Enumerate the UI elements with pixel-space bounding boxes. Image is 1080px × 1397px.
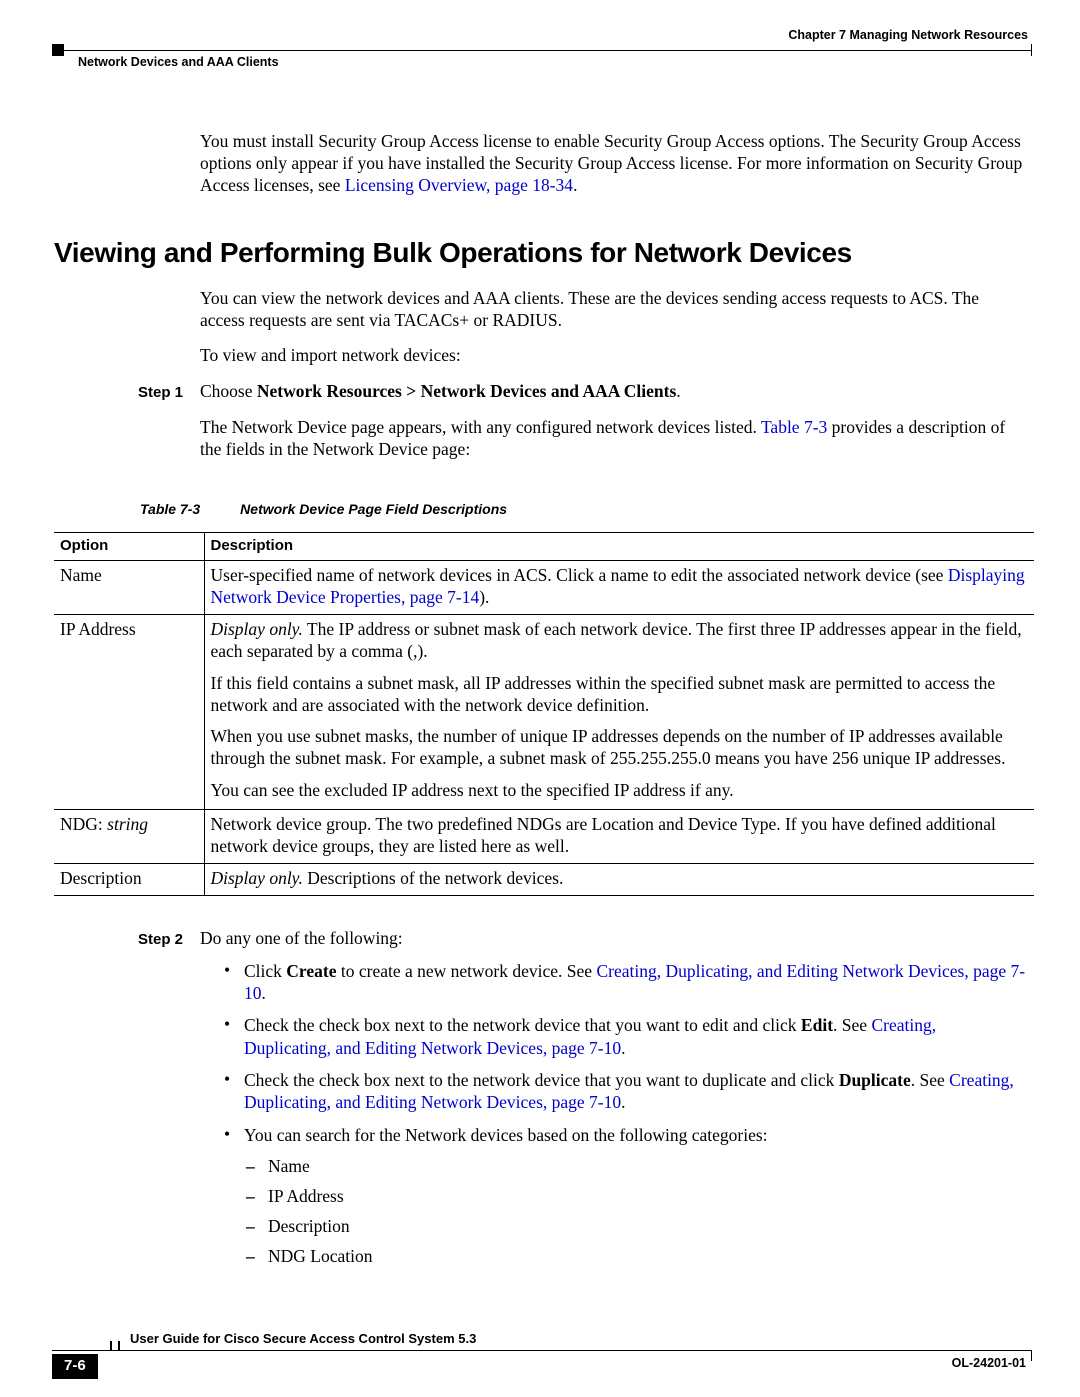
dash-icon: –: [246, 1156, 268, 1178]
bullet-icon: •: [224, 960, 244, 1005]
step2-label: Step 2: [138, 931, 200, 950]
b3a: Check the check box next to the network …: [244, 1070, 839, 1090]
b3b: Duplicate: [839, 1070, 911, 1090]
footer-tick: [118, 1341, 120, 1351]
b2b: Edit: [801, 1015, 833, 1035]
table-row: IP Address Display only. The IP address …: [54, 614, 1034, 809]
footer-title: User Guide for Cisco Secure Access Contr…: [130, 1331, 476, 1347]
table-row: Description Display only. Descriptions o…: [54, 863, 1034, 895]
opt-description: Description: [54, 863, 204, 895]
list-item: • You can search for the Network devices…: [224, 1124, 1026, 1146]
table-caption-title: Network Device Page Field Descriptions: [240, 501, 507, 517]
bullet-icon: •: [224, 1014, 244, 1059]
page-title: Viewing and Performing Bulk Operations f…: [54, 235, 1032, 270]
row2-p3: When you use subnet masks, the number of…: [211, 726, 1029, 770]
bullet-icon: •: [224, 1069, 244, 1114]
row3-optb: string: [107, 814, 148, 834]
page-number: 7-6: [52, 1354, 98, 1379]
bullet-icon: •: [224, 1124, 244, 1146]
row2-em: Display only.: [211, 619, 303, 639]
s4: NDG Location: [268, 1246, 373, 1268]
step1-line2: The Network Device page appears, with an…: [200, 417, 1026, 461]
field-table: Option Description Name User-specified n…: [54, 532, 1034, 895]
step2-line1: Do any one of the following:: [200, 928, 1026, 950]
body-p2: To view and import network devices:: [200, 345, 1026, 367]
table-row: NDG: string Network device group. The tw…: [54, 810, 1034, 864]
sublist-item: –IP Address: [246, 1186, 1026, 1208]
header-tick: [1031, 44, 1033, 56]
b3d: .: [621, 1092, 625, 1112]
header-rule: [52, 50, 1032, 51]
b3c: . See: [911, 1070, 949, 1090]
b2c: . See: [833, 1015, 871, 1035]
b2d: .: [621, 1038, 625, 1058]
b4: You can search for the Network devices b…: [244, 1124, 1026, 1146]
desc-name: User-specified name of network devices i…: [204, 561, 1034, 615]
step1-l1b: Network Resources > Network Devices and …: [257, 381, 676, 401]
doc-id: OL-24201-01: [952, 1356, 1026, 1372]
table-row: Name User-specified name of network devi…: [54, 561, 1034, 615]
step1-line1: Choose Network Resources > Network Devic…: [200, 381, 1026, 403]
s1: Name: [268, 1156, 310, 1178]
licensing-link[interactable]: Licensing Overview, page 18-34: [345, 175, 573, 195]
footer-tick: [110, 1341, 112, 1351]
row1-d2: ).: [479, 587, 489, 607]
b1a: Click: [244, 961, 286, 981]
opt-ndg: NDG: string: [54, 810, 204, 864]
th-description: Description: [204, 533, 1034, 561]
desc-ip: Display only. The IP address or subnet m…: [204, 614, 1034, 809]
body-p1: You can view the network devices and AAA…: [200, 288, 1026, 332]
row4-desc: Descriptions of the network devices.: [303, 868, 563, 888]
sublist-item: –NDG Location: [246, 1246, 1026, 1268]
section-label: Network Devices and AAA Clients: [78, 55, 279, 71]
header-block: [52, 44, 64, 56]
row1-d1: User-specified name of network devices i…: [211, 565, 948, 585]
opt-ip: IP Address: [54, 614, 204, 809]
table73-link[interactable]: Table 7-3: [761, 417, 827, 437]
b1b: Create: [286, 961, 336, 981]
intro-text-a: You must install Security Group Access l…: [200, 131, 1022, 195]
desc-description: Display only. Descriptions of the networ…: [204, 863, 1034, 895]
table-caption-label: Table 7-3: [140, 501, 200, 517]
row2-p1: The IP address or subnet mask of each ne…: [211, 619, 1022, 661]
s3: Description: [268, 1216, 350, 1238]
s2: IP Address: [268, 1186, 344, 1208]
row3-opta: NDG:: [60, 814, 107, 834]
footer-tick: [1031, 1351, 1033, 1361]
step1-l1c: .: [676, 381, 680, 401]
row2-p2: If this field contains a subnet mask, al…: [211, 673, 1029, 717]
sublist-item: –Description: [246, 1216, 1026, 1238]
row4-em: Display only.: [211, 868, 303, 888]
list-item: • Check the check box next to the networ…: [224, 1069, 1026, 1114]
dash-icon: –: [246, 1216, 268, 1238]
table-caption: Table 7-3 Network Device Page Field Descr…: [140, 501, 1032, 519]
dash-icon: –: [246, 1186, 268, 1208]
opt-name: Name: [54, 561, 204, 615]
step1-l2a: The Network Device page appears, with an…: [200, 417, 761, 437]
b1d: .: [262, 983, 266, 1003]
th-option: Option: [54, 533, 204, 561]
chapter-label: Chapter 7 Managing Network Resources: [788, 28, 1028, 44]
footer-rule: [52, 1350, 1032, 1351]
b1c: to create a new network device. See: [337, 961, 597, 981]
step1-label: Step 1: [138, 384, 200, 403]
sublist-item: –Name: [246, 1156, 1026, 1178]
desc-ndg: Network device group. The two predefined…: [204, 810, 1034, 864]
dash-icon: –: [246, 1246, 268, 1268]
list-item: • Click Create to create a new network d…: [224, 960, 1026, 1005]
list-item: • Check the check box next to the networ…: [224, 1014, 1026, 1059]
b2a: Check the check box next to the network …: [244, 1015, 801, 1035]
step1-l1a: Choose: [200, 381, 257, 401]
intro-paragraph: You must install Security Group Access l…: [200, 131, 1026, 197]
intro-text-b: .: [573, 175, 577, 195]
row2-p4: You can see the excluded IP address next…: [211, 780, 1029, 802]
